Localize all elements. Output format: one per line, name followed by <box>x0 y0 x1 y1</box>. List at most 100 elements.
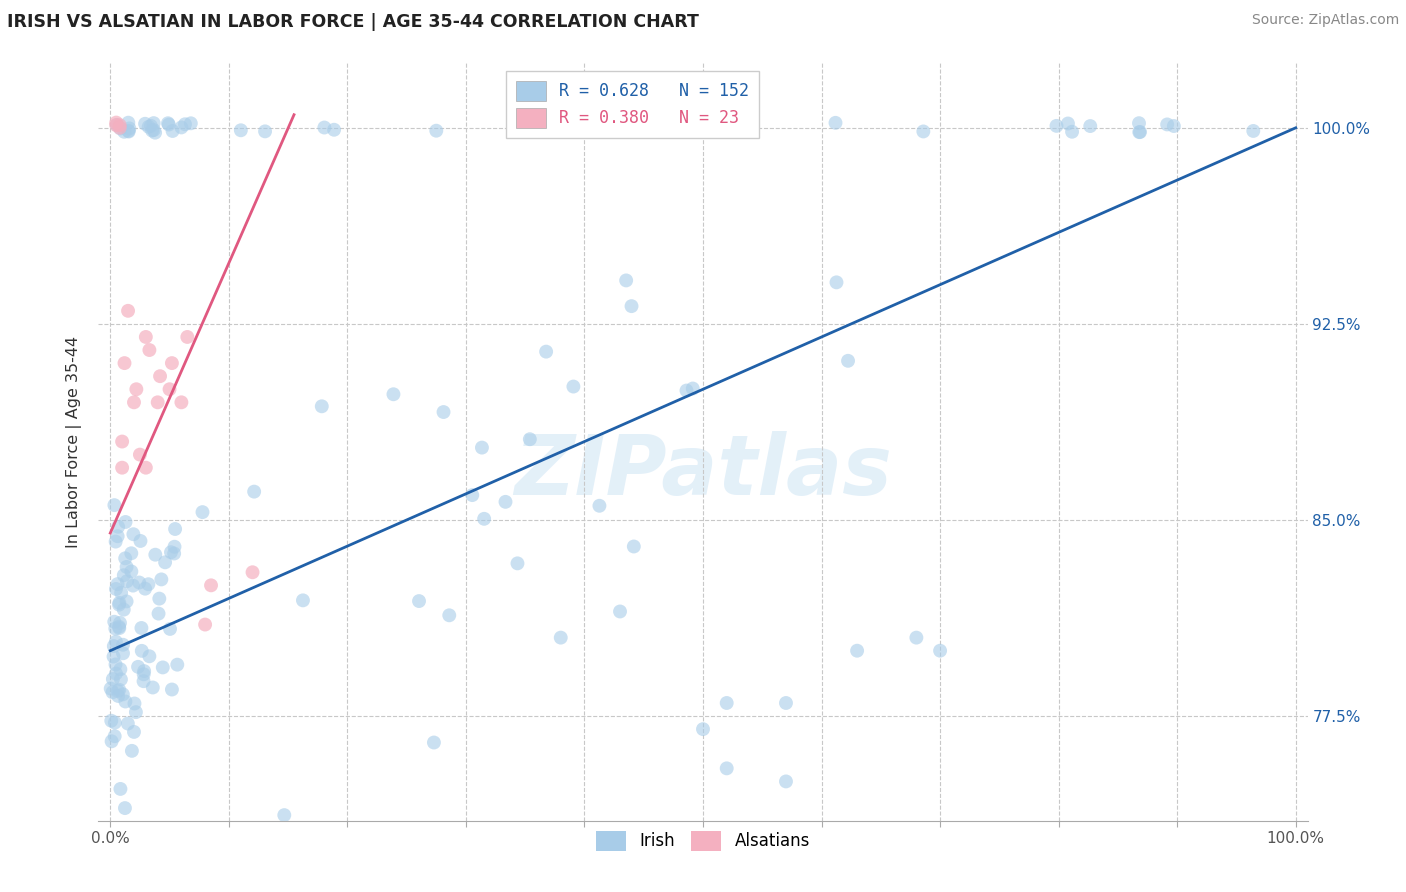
Irish <box>152 660 174 674</box>
Irish <box>107 684 129 698</box>
Irish <box>114 694 136 708</box>
Irish <box>1060 125 1083 139</box>
Irish <box>471 441 494 455</box>
Irish <box>323 122 346 136</box>
Irish <box>132 674 155 689</box>
Irish <box>114 551 136 566</box>
Irish <box>108 598 131 612</box>
Alsatians <box>117 303 139 318</box>
Irish <box>506 557 529 571</box>
Text: IRISH VS ALSATIAN IN LABOR FORCE | AGE 35-44 CORRELATION CHART: IRISH VS ALSATIAN IN LABOR FORCE | AGE 3… <box>7 13 699 31</box>
Irish <box>142 116 165 130</box>
Irish <box>311 399 333 413</box>
Irish <box>1129 125 1152 139</box>
Irish <box>108 621 131 635</box>
Alsatians <box>129 448 152 462</box>
Irish <box>115 594 138 608</box>
Irish <box>825 276 848 290</box>
Irish <box>110 673 132 687</box>
Irish <box>131 644 153 658</box>
Irish <box>824 116 846 130</box>
Irish <box>519 432 541 446</box>
Irish <box>273 808 295 822</box>
Irish <box>425 124 447 138</box>
Irish <box>775 696 797 710</box>
Irish <box>432 405 454 419</box>
Irish <box>110 662 132 676</box>
Irish <box>166 657 188 672</box>
Irish <box>191 505 214 519</box>
Irish <box>134 117 156 131</box>
Irish <box>160 545 183 559</box>
Alsatians <box>122 395 145 409</box>
Irish <box>124 697 146 711</box>
Irish <box>134 582 156 596</box>
Irish <box>588 499 610 513</box>
Irish <box>105 666 128 681</box>
Irish <box>138 120 160 134</box>
Irish <box>562 379 585 393</box>
Irish <box>134 664 156 678</box>
Irish <box>104 715 127 730</box>
Irish <box>1156 118 1178 132</box>
Irish <box>107 520 129 534</box>
Irish <box>495 495 517 509</box>
Alsatians <box>125 382 148 396</box>
Irish <box>108 596 131 610</box>
Irish <box>929 643 952 657</box>
Irish <box>117 716 139 731</box>
Irish <box>108 620 131 634</box>
Irish <box>382 387 405 401</box>
Y-axis label: In Labor Force | Age 35-44: In Labor Force | Age 35-44 <box>66 335 82 548</box>
Alsatians <box>149 369 172 384</box>
Irish <box>142 123 165 137</box>
Irish <box>122 725 145 739</box>
Irish <box>118 121 141 136</box>
Irish <box>107 689 129 703</box>
Alsatians <box>114 356 136 370</box>
Irish <box>132 667 155 681</box>
Alsatians <box>242 566 264 580</box>
Irish <box>159 622 181 636</box>
Alsatians <box>138 343 160 357</box>
Irish <box>107 529 129 543</box>
Alsatians <box>159 382 181 396</box>
Irish <box>105 118 128 132</box>
Irish <box>111 646 134 660</box>
Irish <box>110 586 132 600</box>
Irish <box>139 119 162 133</box>
Irish <box>118 124 141 138</box>
Irish <box>104 634 127 648</box>
Irish <box>174 117 197 131</box>
Irish <box>138 577 160 591</box>
Irish <box>101 685 124 699</box>
Irish <box>165 522 187 536</box>
Irish <box>103 649 125 664</box>
Alsatians <box>111 460 134 475</box>
Irish <box>148 607 170 621</box>
Irish <box>157 118 180 132</box>
Irish <box>112 568 135 582</box>
Irish <box>104 622 127 636</box>
Irish <box>104 657 127 672</box>
Irish <box>110 121 132 136</box>
Irish <box>1078 119 1101 133</box>
Irish <box>1057 116 1080 130</box>
Irish <box>170 120 193 135</box>
Irish <box>108 615 131 630</box>
Text: Source: ZipAtlas.com: Source: ZipAtlas.com <box>1251 13 1399 28</box>
Alsatians <box>105 118 128 132</box>
Irish <box>153 555 176 569</box>
Alsatians <box>105 115 128 129</box>
Irish <box>111 687 134 701</box>
Irish <box>609 605 631 619</box>
Irish <box>141 123 163 137</box>
Alsatians <box>108 118 131 132</box>
Irish <box>180 116 202 130</box>
Irish <box>837 353 859 368</box>
Irish <box>132 822 155 836</box>
Irish <box>117 116 139 130</box>
Irish <box>682 382 704 396</box>
Irish <box>775 774 797 789</box>
Irish <box>115 574 138 589</box>
